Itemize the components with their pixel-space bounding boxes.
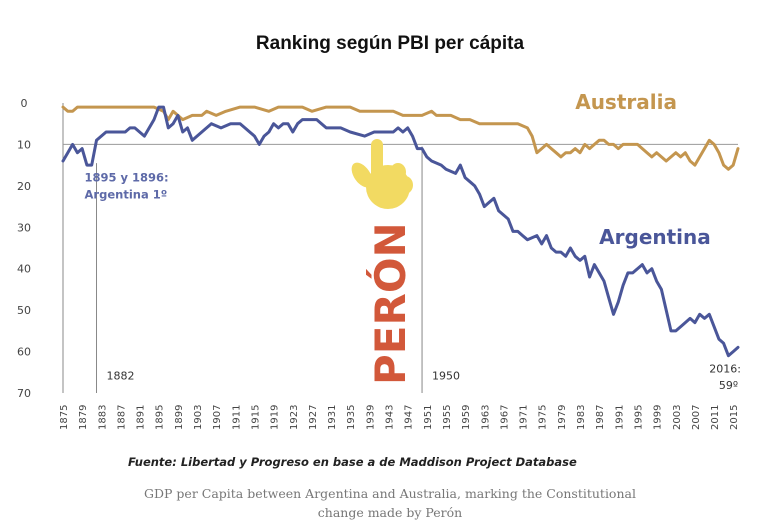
annotation-text: Argentina 1º <box>85 187 168 201</box>
x-tick-label: 1923 <box>289 405 300 430</box>
x-tick-label: 1983 <box>576 405 587 430</box>
figure-caption: GDP per Capita between Argentina and Aus… <box>144 486 636 520</box>
annotation-text: 1895 y 1896: <box>85 171 169 185</box>
x-tick-label: 1951 <box>423 405 434 430</box>
x-tick-label: 1943 <box>385 405 396 430</box>
y-axis-ticks: 0 10 20 30 40 50 60 70 <box>17 97 31 400</box>
x-tick-label: 1907 <box>212 405 223 430</box>
x-tick-label: 1883 <box>97 405 108 430</box>
x-tick-label: 1967 <box>499 405 510 430</box>
vertical-marker-label: 1950 <box>432 370 460 383</box>
x-tick-label: 1919 <box>270 405 281 430</box>
series-label-argentina: Argentina <box>599 225 711 249</box>
x-tick-label: 1963 <box>480 405 491 430</box>
source-note: Fuente: Libertad y Progreso en base a de… <box>128 455 577 469</box>
x-tick-label: 1879 <box>78 405 89 430</box>
x-tick-label: 1975 <box>538 405 549 430</box>
x-tick-label: 2007 <box>691 405 702 430</box>
annotation-text: 2016: <box>709 362 741 375</box>
x-tick-label: 1971 <box>519 405 530 430</box>
x-tick-label: 1987 <box>595 405 606 430</box>
y-tick-label: 20 <box>17 180 31 193</box>
x-tick-label: 1899 <box>174 405 185 430</box>
x-tick-label: 1939 <box>365 405 376 430</box>
peron-label: PERÓN <box>365 222 415 385</box>
x-tick-label: 2003 <box>672 405 683 430</box>
y-tick-label: 50 <box>17 304 31 317</box>
x-tick-label: 2011 <box>710 405 721 430</box>
y-tick-label: 30 <box>17 221 31 234</box>
x-tick-label: 1927 <box>308 405 319 430</box>
x-tick-label: 1915 <box>250 405 261 430</box>
x-tick-label: 1895 <box>155 405 166 430</box>
annotation-text: 59º <box>719 379 738 392</box>
y-tick-label: 0 <box>21 97 28 110</box>
x-tick-label: 1903 <box>193 405 204 430</box>
x-tick-label: 1959 <box>461 405 472 430</box>
peron-annotation: PERÓN <box>351 139 415 385</box>
x-tick-label: 1999 <box>653 405 664 430</box>
chart-title: Ranking según PBI per cápita <box>255 33 525 54</box>
y-tick-label: 70 <box>17 387 31 400</box>
x-tick-label: 1991 <box>614 405 625 430</box>
annotations: 1895 y 1896: Argentina 1º 2016: 59º Australi… <box>85 90 741 392</box>
x-tick-label: 1911 <box>231 405 242 430</box>
x-tick-label: 1955 <box>442 405 453 430</box>
x-tick-label: 1935 <box>346 405 357 430</box>
y-tick-label: 40 <box>17 263 31 276</box>
y-tick-label: 10 <box>17 138 31 151</box>
x-tick-label: 2015 <box>729 405 740 430</box>
x-tick-label: 1979 <box>557 405 568 430</box>
x-tick-label: 1947 <box>404 405 415 430</box>
x-axis-ticks: 1875 1879 1883 1887 1891 1895 1899 1903 1907 1911… <box>59 405 740 430</box>
series-line-australia <box>61 105 740 171</box>
x-tick-label: 1995 <box>633 405 644 430</box>
line-chart: 1882 1950 0 10 20 30 40 50 60 70 1875 1879 1883 188… <box>17 90 741 430</box>
series-line-argentina <box>61 105 740 358</box>
x-tick-label: 1887 <box>116 405 127 430</box>
x-tick-label: 1891 <box>136 405 147 430</box>
pointing-hand-icon <box>351 139 413 209</box>
x-tick-label: 1875 <box>59 405 70 430</box>
series-lines <box>61 105 740 358</box>
series-label-australia: Australia <box>575 90 677 114</box>
x-tick-label: 1931 <box>327 405 338 430</box>
vertical-marker-label: 1882 <box>107 370 135 383</box>
y-tick-label: 60 <box>17 346 31 359</box>
